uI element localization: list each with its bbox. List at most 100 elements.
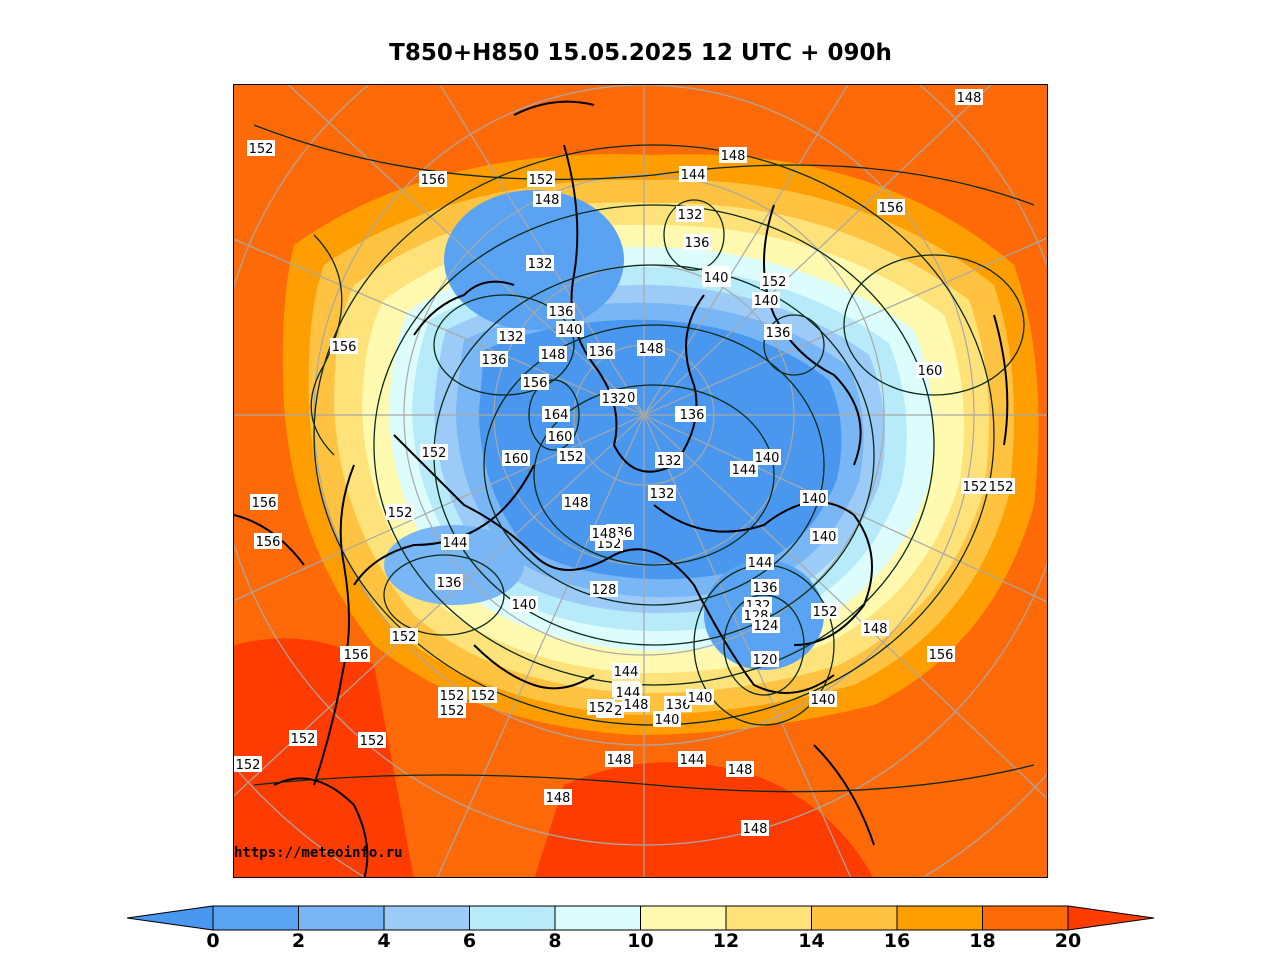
contour-label-bg	[386, 504, 414, 520]
contour-label-bg	[764, 324, 792, 340]
hot-region-sw	[234, 638, 414, 877]
colorbar-tick-label: 0	[206, 930, 220, 952]
contour-label-bg	[916, 362, 944, 378]
colorbar-extend-max	[1067, 905, 1155, 931]
contour-label-text: 136	[753, 581, 778, 596]
contour-label-bg	[526, 255, 554, 271]
hot-region-south	[534, 762, 873, 877]
contour-label-text: 148	[639, 342, 664, 357]
contour-label: 136	[664, 696, 692, 713]
contour-label-bg	[746, 554, 774, 570]
contour-label-text: 148	[957, 91, 982, 106]
height-contours	[253, 124, 1035, 793]
contour-label: 136	[435, 574, 463, 591]
contour-label-text: 136	[666, 698, 691, 713]
contour-label-text: 136	[549, 305, 574, 320]
contour-label-text: 148	[564, 496, 589, 511]
colorbar-cell	[383, 905, 470, 931]
contour-label-bg	[590, 581, 618, 597]
contour-label-bg	[678, 751, 706, 767]
contour-label: 132	[655, 452, 683, 469]
contour-label: 120	[751, 651, 779, 668]
contour-label: 136	[587, 343, 615, 360]
contour-label-text: 152	[422, 446, 447, 461]
contour-label-bg	[861, 620, 889, 636]
contour-label-bg	[250, 494, 278, 510]
colorbar-tick-label: 12	[712, 930, 740, 952]
contour-label-text: 152	[589, 701, 614, 716]
contour-label-bg	[587, 343, 615, 359]
colorbar-tick-label: 16	[883, 930, 911, 952]
contour-label-layer: 1521561521481441321361481521561521321361…	[234, 89, 1015, 837]
contour-label-bg	[811, 603, 839, 619]
contour-label: 136	[751, 579, 779, 596]
contour-label: 156	[419, 171, 447, 188]
contour-label-text: 136	[589, 345, 614, 360]
contour-label-text: 140	[811, 693, 836, 708]
contour-label: 148	[861, 620, 889, 637]
contour-label-bg	[648, 485, 676, 501]
contour-label: 156	[877, 199, 905, 216]
contour-label-bg	[653, 711, 681, 727]
contour-label-text: 148	[592, 527, 617, 542]
contour-label-text: 132	[528, 257, 553, 272]
contour-label: 148	[539, 346, 567, 363]
contour-label-text: 148	[607, 753, 632, 768]
contour-label: 148	[726, 761, 754, 778]
contour-label: 132	[600, 390, 628, 407]
contour-label-bg	[358, 732, 386, 748]
contour-label-bg	[752, 617, 780, 633]
contour-label: 152	[420, 444, 448, 461]
contour-label: 144	[441, 534, 469, 551]
contour-label: 140	[702, 269, 730, 286]
contour-label-bg	[809, 691, 837, 707]
contour-label: 152	[247, 140, 275, 157]
contour-label-bg	[557, 448, 585, 464]
contour-label-bg	[542, 406, 570, 422]
contour-label: 152	[390, 628, 418, 645]
contour-label: 164	[542, 406, 570, 423]
contour-label: 152	[760, 273, 788, 290]
contour-label: 152	[469, 687, 497, 704]
contour-label-text: 152	[291, 732, 316, 747]
map-canvas: 1521561521481441321361481521561521321361…	[234, 85, 1047, 877]
contour-label-bg	[510, 596, 538, 612]
contour-label-bg	[676, 206, 704, 222]
contour-label-text: 120	[753, 653, 778, 668]
contour-label-text: 160	[548, 430, 573, 445]
contour-label: 152	[234, 756, 262, 773]
contour-label-bg	[679, 166, 707, 182]
contour-label: 132	[497, 328, 525, 345]
contour-label-bg	[678, 406, 706, 422]
contour-label-bg	[438, 687, 466, 703]
contour-label-bg	[612, 663, 640, 679]
contour-label: 132	[648, 485, 676, 502]
contour-label-bg	[469, 687, 497, 703]
contour-label-bg	[741, 820, 769, 836]
contour-label: 152	[289, 730, 317, 747]
contour-label: 144	[678, 751, 706, 768]
contour-label: 136	[480, 351, 508, 368]
contour-label: 156	[342, 646, 370, 663]
contour-label-bg	[502, 450, 530, 466]
contour-label: 140	[752, 292, 780, 309]
credit-text: https://meteoinfo.ru	[234, 845, 403, 861]
contour-label: 148	[605, 751, 633, 768]
contour-label-text: 152	[963, 480, 988, 495]
contour-label-text: 156	[332, 340, 357, 355]
contour-label-text: 140	[688, 691, 713, 706]
contour-label: 140	[556, 321, 584, 338]
contour-label: 148	[637, 340, 665, 357]
contour-label: 132	[676, 206, 704, 223]
contour-label: 128	[590, 581, 618, 598]
contour-label: 152	[527, 171, 555, 188]
contour-label: 152	[386, 504, 414, 521]
colorbar-cell	[896, 905, 983, 931]
contour-label-bg	[726, 761, 754, 777]
contour-label-bg	[927, 646, 955, 662]
colorbar-cell	[212, 905, 299, 931]
contour-label: 144	[612, 663, 640, 680]
contour-label-text: 144	[614, 665, 639, 680]
contour-label: 160	[502, 450, 530, 467]
temperature-map: 1521561521481441321361481521561521321361…	[233, 84, 1048, 878]
